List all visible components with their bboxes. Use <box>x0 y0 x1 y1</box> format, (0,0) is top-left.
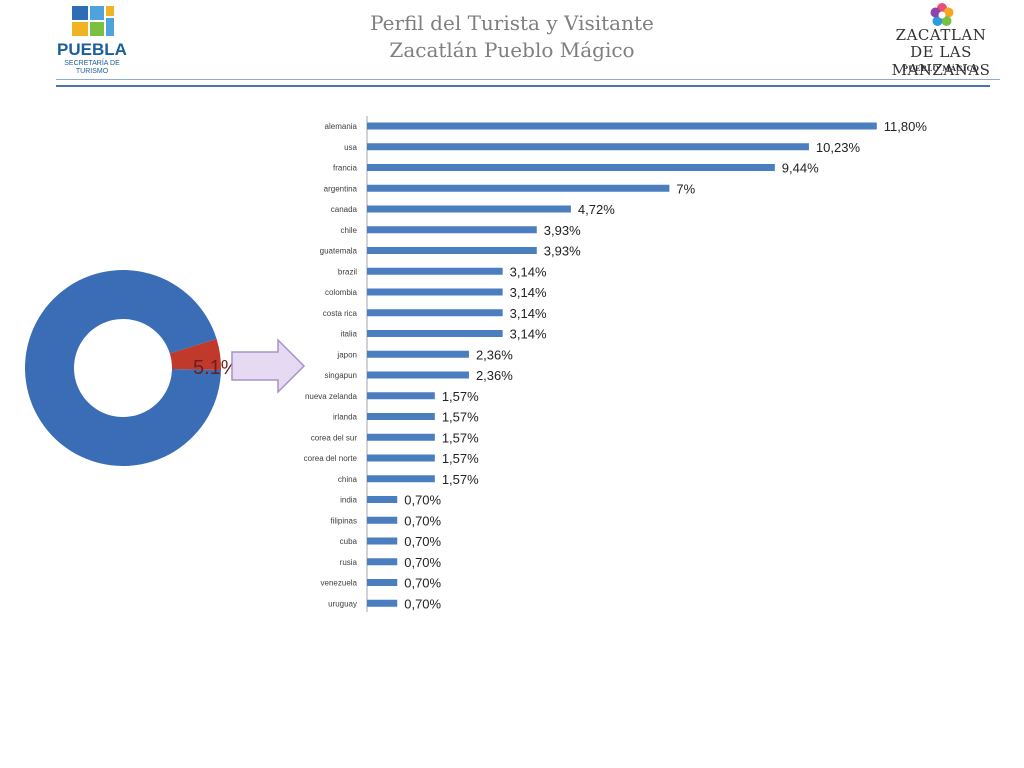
zacatlan-logo-line-3: PUEBLO MÁGICO <box>902 64 980 73</box>
donut-highlight-segment <box>169 339 221 371</box>
value-label: 1,57% <box>442 389 479 404</box>
puebla-subtitle-line-2: TURISMO <box>75 68 109 75</box>
value-label: 3,93% <box>544 244 581 259</box>
category-label: guatemala <box>320 247 358 256</box>
bar-uruguay <box>367 599 398 607</box>
bar-japon <box>367 350 469 358</box>
bar-rusia <box>367 558 398 566</box>
category-label: costa rica <box>323 309 358 318</box>
puebla-logo-name: PUEBLA <box>57 40 127 59</box>
title-line-2: Zacatlán Pueblo Mágico <box>389 38 635 62</box>
category-label: corea del norte <box>304 454 358 463</box>
bar-corea-del-sur <box>367 433 435 441</box>
category-label: italia <box>341 330 358 339</box>
bar-filipinas <box>367 516 398 524</box>
bar-venezuela <box>367 579 398 586</box>
bar-alemania <box>367 122 877 130</box>
category-label: corea del sur <box>311 433 358 442</box>
category-label: india <box>340 496 357 505</box>
category-label: francia <box>333 164 358 173</box>
puebla-subtitle-line-1: SECRETARÍA DE <box>64 60 120 67</box>
category-label: argentina <box>324 184 358 193</box>
value-label: 0,70% <box>404 534 441 549</box>
arrow-right-icon <box>231 338 306 394</box>
category-label: uruguay <box>328 599 357 608</box>
value-label: 3,14% <box>510 264 547 279</box>
category-label: alemania <box>325 122 358 131</box>
zacatlan-flower-icon <box>930 3 954 26</box>
bar-francia <box>367 164 775 171</box>
category-label: brazil <box>338 267 357 276</box>
bar-brazil <box>367 267 503 275</box>
value-label: 0,70% <box>404 493 441 508</box>
value-label: 3,93% <box>544 223 581 238</box>
zacatlan-logo: ZACATLAN DE LAS MANZANAS PUEBLO MÁGICO <box>876 2 1006 79</box>
bar-colombia <box>367 288 503 296</box>
value-label: 1,57% <box>442 410 479 425</box>
category-label: japon <box>336 350 357 359</box>
value-label: 1,57% <box>442 430 479 445</box>
donut-main-segment <box>25 270 221 466</box>
category-label: chile <box>341 226 358 235</box>
zacatlan-logo-line-1: ZACATLAN <box>895 26 987 44</box>
category-label: irlanda <box>333 413 358 422</box>
value-label: 0,70% <box>404 555 441 570</box>
category-label: cuba <box>340 537 358 546</box>
zacatlan-logo-line-2: DE LAS MANZANAS <box>891 43 991 79</box>
value-label: 10,23% <box>816 140 861 155</box>
bar-corea-del-norte <box>367 454 435 462</box>
title-line-1: Perfil del Turista y Visitante <box>370 11 654 35</box>
value-label: 7% <box>676 181 695 196</box>
bar-cuba <box>367 537 398 545</box>
bar-nueva-zelanda <box>367 392 435 400</box>
bar-chart: alemania 11,80% usa 10,23% francia 9,44% argen… <box>304 116 928 612</box>
category-label: filipinas <box>330 516 357 525</box>
bar-chile <box>367 226 537 234</box>
value-label: 0,70% <box>404 596 441 611</box>
bar-argentina <box>367 184 670 192</box>
donut-highlight-label: 5.1% <box>193 357 239 379</box>
value-label: 1,57% <box>442 472 479 487</box>
value-label: 11,80% <box>884 119 928 134</box>
bar-guatemala <box>367 247 537 254</box>
value-label: 0,70% <box>404 576 441 591</box>
value-label: 4,72% <box>578 202 615 217</box>
bar-italia <box>367 330 503 337</box>
category-label: singapun <box>325 371 357 380</box>
puebla-logo: PUEBLA SECRETARÍA DE TURISMO <box>50 4 134 78</box>
category-label: rusia <box>340 558 358 567</box>
category-label: colombia <box>325 288 358 297</box>
bar-singapun <box>367 371 469 379</box>
puebla-emblem-icon <box>72 6 114 36</box>
value-label: 3,14% <box>510 306 547 321</box>
value-label: 9,44% <box>782 161 819 176</box>
donut-chart: 5.1% <box>25 270 306 466</box>
header-divider-thick <box>56 85 990 87</box>
category-label: nueva zelanda <box>305 392 358 401</box>
bar-usa <box>367 143 809 151</box>
value-label: 3,14% <box>510 327 547 342</box>
bar-irlanda <box>367 413 435 420</box>
value-label: 0,70% <box>404 513 441 528</box>
value-label: 2,36% <box>476 347 513 362</box>
value-label: 2,36% <box>476 368 513 383</box>
category-label: china <box>338 475 358 484</box>
bar-china <box>367 475 435 483</box>
value-label: 3,14% <box>510 285 547 300</box>
header-divider-thin <box>56 79 1000 80</box>
value-label: 1,57% <box>442 451 479 466</box>
bar-india <box>367 496 398 503</box>
bar-canada <box>367 205 571 213</box>
category-label: venezuela <box>321 579 358 588</box>
category-label: usa <box>344 143 357 152</box>
page-title: Perfil del Turista y Visitante Zacatlán … <box>300 10 724 64</box>
bar-costa-rica <box>367 309 503 317</box>
category-label: canada <box>331 205 358 214</box>
puebla-logo-subtitle: SECRETARÍA DE TURISMO <box>50 60 134 76</box>
